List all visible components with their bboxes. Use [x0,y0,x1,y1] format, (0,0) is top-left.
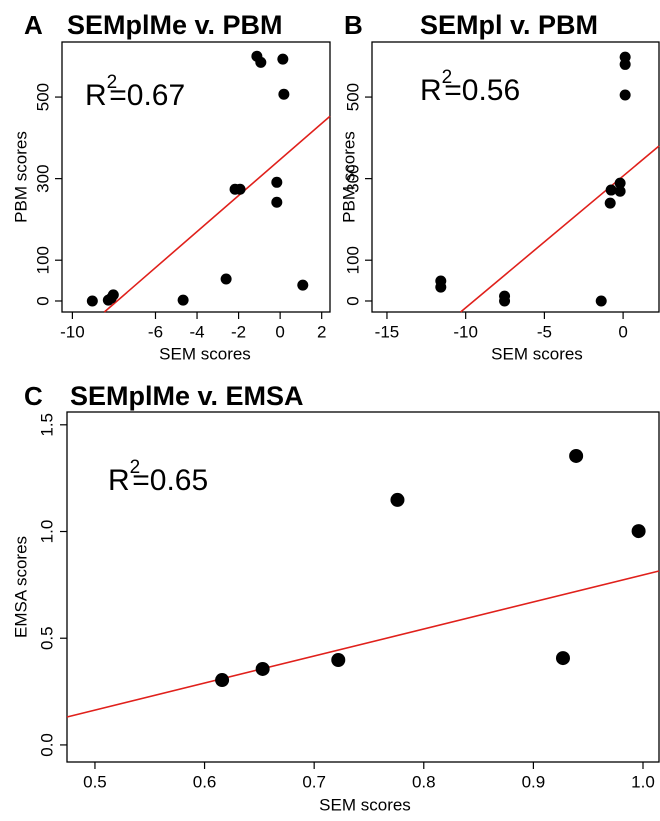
y-tick-label: 1.0 [37,520,56,544]
x-tick-label: -10 [60,322,85,341]
data-point [277,53,289,65]
data-point [255,661,270,676]
data-point [234,183,246,195]
r-squared-base: R [85,79,107,112]
x-tick-label: 2 [317,322,326,341]
x-tick-label: 0.6 [193,772,217,791]
x-tick-label: 0 [618,322,627,341]
chart-title: SEMplMe v. EMSA [70,381,304,411]
r-squared-base: R [420,74,442,107]
x-axis-label: SEM scores [491,344,583,363]
data-point [297,279,309,291]
data-point [331,652,346,667]
data-point [604,197,616,209]
x-tick-label: -10 [453,322,478,341]
data-point [619,58,631,70]
r-squared-value: =0.56 [444,74,520,107]
data-point [271,176,283,188]
data-point [220,273,232,285]
panel-letter: C [24,381,43,411]
data-point [614,177,626,189]
y-tick-label: 500 [343,83,362,111]
panel-letter: B [344,10,363,40]
chart-title: SEMplMe v. PBM [67,10,283,40]
y-tick-label: 0 [343,296,362,305]
data-point [390,492,405,507]
y-tick-label: 0.0 [37,733,56,757]
data-point [86,295,98,307]
data-point [107,289,119,301]
y-axis-label: PBM scores [339,131,358,223]
x-tick-label: 0.7 [302,772,326,791]
data-point [177,294,189,306]
data-point [271,196,283,208]
x-tick-label: -15 [375,322,400,341]
x-tick-label: 0.9 [522,772,546,791]
fit-line [460,145,660,313]
chart-title: SEMpl v. PBM [420,10,598,40]
r-squared-base: R [108,464,130,497]
r-squared: R2=0.67 [85,72,185,112]
data-point [614,185,626,197]
y-tick-label: 300 [33,164,52,192]
r-squared-sup: 2 [107,72,118,93]
y-tick-label: 300 [343,164,362,192]
r-squared-sup: 2 [442,67,453,88]
data-point [595,295,607,307]
y-tick-label: 100 [33,246,52,274]
r-squared-value: =0.67 [109,79,185,112]
fit-line [66,570,660,718]
data-point [555,651,570,666]
r-squared-value: =0.65 [132,464,208,497]
x-tick-label: -5 [537,322,552,341]
x-axis-label: SEM scores [159,344,251,363]
data-point [499,295,511,307]
data-point [631,524,646,539]
x-tick-label: 0.8 [412,772,436,791]
x-tick-label: -6 [148,322,163,341]
x-axis-label: SEM scores [319,795,411,814]
data-point [569,448,584,463]
r-squared: R2=0.56 [420,67,520,107]
y-tick-label: 100 [343,246,362,274]
y-axis-label: PBM scores [11,131,30,223]
plot-frame [66,411,660,763]
plot-frame [371,41,660,313]
data-point [255,56,267,68]
data-point [435,281,447,293]
y-tick-label: 1.5 [37,413,56,437]
x-tick-label: 0.5 [83,772,107,791]
data-point [605,184,617,196]
y-tick-label: 0 [33,296,52,305]
data-point [619,89,631,101]
panel-letter: A [24,10,43,40]
data-point [215,673,230,688]
data-point [278,88,290,100]
plot-frame [61,41,331,313]
x-tick-label: -2 [231,322,246,341]
y-tick-label: 0.5 [37,626,56,650]
r-squared-sup: 2 [130,457,141,478]
y-axis-label: EMSA scores [11,536,30,638]
r-squared: R2=0.65 [108,457,208,497]
fit-line [103,115,331,313]
y-tick-label: 500 [33,83,52,111]
x-tick-label: 1.0 [631,772,655,791]
x-tick-label: -4 [189,322,204,341]
x-tick-label: 0 [275,322,284,341]
